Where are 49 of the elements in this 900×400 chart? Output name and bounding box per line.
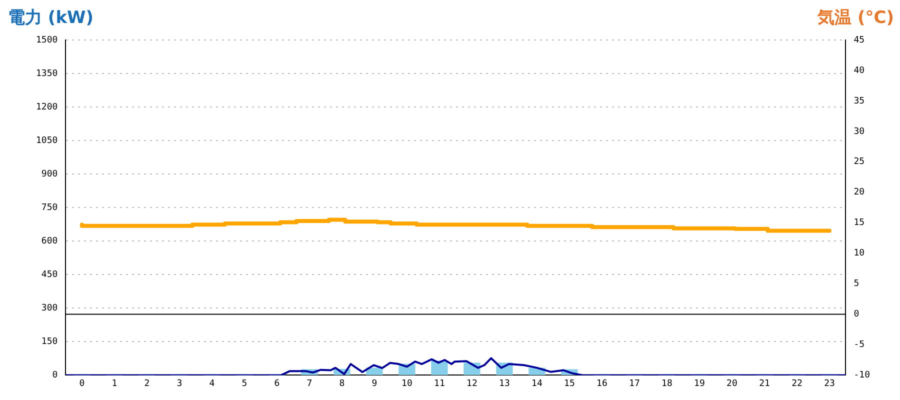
y2-tick-label: 0: [854, 310, 860, 320]
x-tick-label: 2: [144, 378, 150, 389]
y-tick-label: 450: [41, 270, 58, 280]
y-tick-label: 150: [41, 337, 58, 348]
x-tick-label: 0: [79, 378, 85, 389]
y-tick-label: 1500: [36, 35, 58, 46]
y2-tick-label: 35: [854, 96, 865, 106]
x-tick-label: 23: [824, 378, 835, 389]
x-tick-label: 21: [759, 378, 770, 389]
y-tick-label: 600: [41, 236, 58, 246]
x-tick-label: 13: [499, 378, 510, 389]
x-tick-label: 9: [372, 378, 378, 389]
x-tick-label: 17: [629, 378, 640, 389]
y2-tick-label: 25: [854, 157, 865, 168]
y2-tick-label: -10: [854, 370, 870, 381]
x-tick-label: 11: [434, 378, 445, 389]
y-tick-label: 0: [52, 370, 58, 381]
y-tick-label: 750: [41, 202, 58, 213]
y2-tick-label: 45: [854, 35, 865, 46]
x-tick-label: 20: [726, 378, 738, 389]
y-tick-label: 1050: [36, 136, 58, 146]
y2-tick-label: 10: [854, 248, 865, 259]
x-tick-label: 16: [596, 378, 608, 389]
x-tick-label: 15: [564, 378, 575, 389]
x-tick-label: 4: [209, 378, 215, 389]
y2-tick-label: 20: [854, 188, 865, 198]
x-tick-label: 19: [694, 378, 705, 389]
y2-tick-label: -5: [854, 340, 865, 350]
x-tick-label: 1: [112, 378, 118, 389]
y-axis-title: 電力 (kW): [8, 7, 94, 29]
x-tick-label: 10: [402, 378, 412, 389]
y2-tick-label: 40: [854, 66, 865, 76]
y-tick-label: 900: [41, 169, 58, 180]
x-tick-label: 3: [176, 378, 182, 389]
x-tick-label: 8: [339, 378, 345, 389]
x-tick-label: 14: [532, 378, 542, 389]
y2-axis-title: 気温 (°C): [818, 7, 894, 29]
x-tick-label: 18: [662, 378, 672, 389]
y-tick-label: 300: [41, 304, 58, 314]
y2-tick-label: 15: [854, 218, 865, 228]
x-tick-label: 5: [242, 378, 248, 389]
y2-tick-label: 5: [854, 279, 860, 290]
x-tick-label: 12: [466, 378, 478, 389]
y2-tick-label: 30: [854, 126, 865, 137]
x-tick-label: 6: [274, 378, 280, 389]
y-tick-label: 1200: [36, 102, 58, 112]
x-tick-label: 7: [306, 378, 312, 389]
x-tick-label: 22: [792, 378, 802, 389]
y-tick-label: 1350: [36, 68, 58, 79]
